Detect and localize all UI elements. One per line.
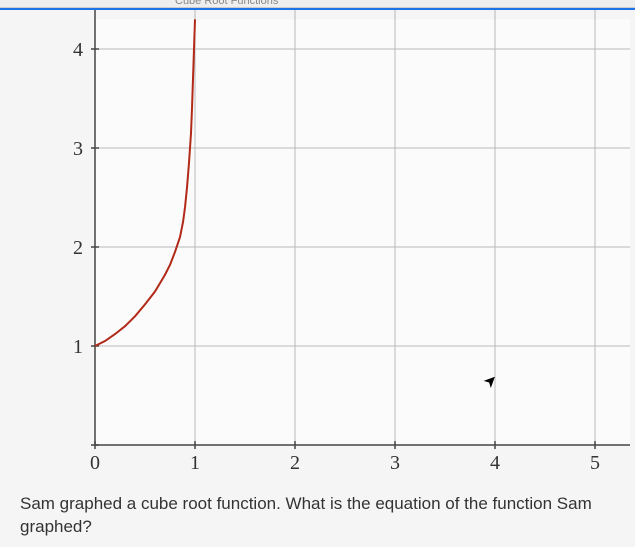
toolbar-label: Cube Root Functions bbox=[175, 0, 278, 7]
svg-text:1: 1 bbox=[190, 452, 200, 474]
svg-text:1: 1 bbox=[73, 336, 83, 358]
chart-area: 0123451234x bbox=[10, 10, 630, 490]
svg-text:4: 4 bbox=[490, 452, 500, 474]
svg-text:3: 3 bbox=[73, 138, 83, 160]
svg-text:0: 0 bbox=[90, 452, 100, 474]
grid-group bbox=[95, 10, 630, 445]
svg-text:3: 3 bbox=[390, 452, 400, 474]
svg-text:4: 4 bbox=[73, 39, 83, 61]
top-toolbar-fragment: Cube Root Functions bbox=[0, 0, 635, 8]
question-text: Sam graphed a cube root function. What i… bbox=[20, 493, 615, 539]
svg-text:2: 2 bbox=[73, 237, 83, 259]
svg-text:5: 5 bbox=[590, 452, 600, 474]
chart-svg: 0123451234x bbox=[10, 10, 630, 490]
svg-text:2: 2 bbox=[290, 452, 300, 474]
